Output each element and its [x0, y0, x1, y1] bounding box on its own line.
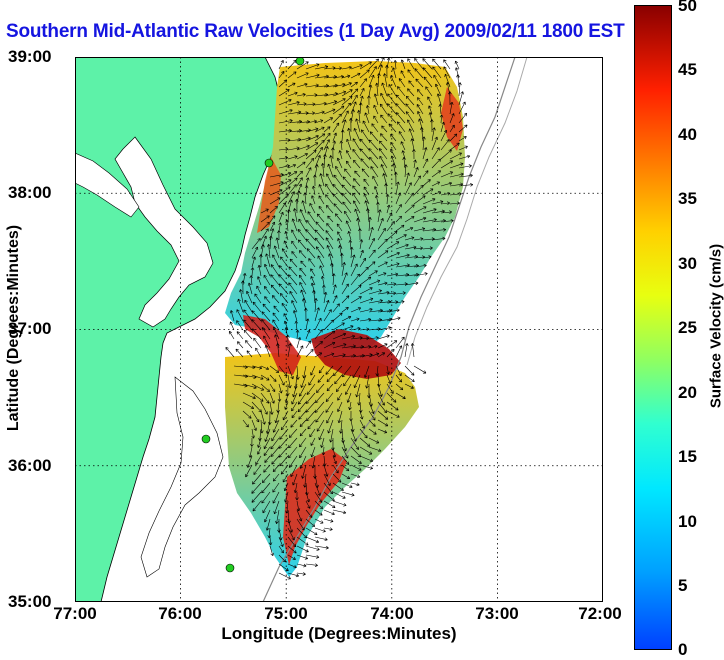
colorbar-tick: 10 — [678, 512, 697, 532]
y-tick: 38:00 — [8, 183, 51, 203]
colorbar-tick: 30 — [678, 254, 697, 274]
colorbar-tick: 0 — [678, 640, 687, 660]
colorbar-tick: 40 — [678, 125, 697, 145]
colorbar-tick: 50 — [678, 0, 697, 16]
radar-site — [296, 57, 304, 65]
colorbar-tick: 35 — [678, 189, 697, 209]
x-tick: 75:00 — [264, 604, 307, 624]
y-axis-label: Latitude (Degrees:Minutes) — [5, 225, 23, 431]
colorbar — [634, 5, 672, 650]
x-tick: 72:00 — [578, 604, 621, 624]
colorbar-tick: 5 — [678, 576, 687, 596]
map-panel — [75, 57, 603, 602]
colorbar-tick: 15 — [678, 447, 697, 467]
x-axis-label: Longitude (Degrees:Minutes) — [221, 624, 456, 644]
x-tick: 77:00 — [53, 604, 96, 624]
x-tick: 74:00 — [370, 604, 413, 624]
radar-site — [265, 159, 273, 167]
radar-site — [202, 435, 210, 443]
x-tick: 73:00 — [475, 604, 518, 624]
plot-title: Southern Mid-Atlantic Raw Velocities (1 … — [6, 21, 625, 43]
y-tick: 35:00 — [8, 592, 51, 612]
map-svg — [75, 57, 603, 602]
colorbar-tick: 45 — [678, 60, 697, 80]
y-tick: 39:00 — [8, 47, 51, 67]
radar-site — [226, 564, 234, 572]
colorbar-tick: 20 — [678, 383, 697, 403]
colorbar-tick: 25 — [678, 318, 697, 338]
x-tick: 76:00 — [158, 604, 201, 624]
colorbar-label: Surface Velocity (cm/s) — [708, 244, 724, 408]
y-tick: 36:00 — [8, 456, 51, 476]
